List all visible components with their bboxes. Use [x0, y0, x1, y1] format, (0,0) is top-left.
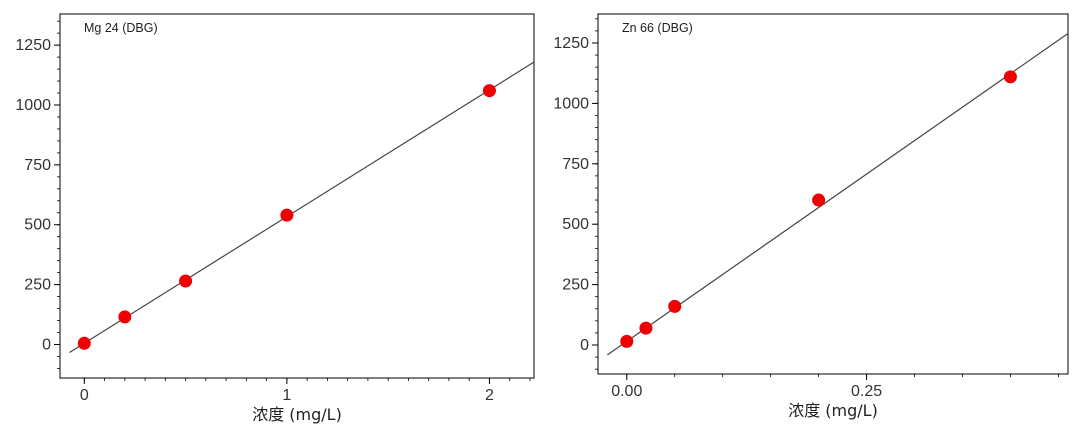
mg24-chart-panel: Mg 24 (DBG) 0 250 500 750 1000 1250 0 1 2 浓度 (mg/L…	[15, 13, 535, 424]
fit-line	[607, 33, 1069, 356]
x-axis-label: 浓度 (mg/L)	[788, 401, 878, 420]
data-point	[179, 274, 193, 288]
y-tick-label: 1000	[15, 97, 51, 114]
plot-frame	[59, 13, 535, 379]
y-tick-label: 250	[562, 277, 589, 294]
y-tick-label: 0	[580, 337, 589, 354]
x-tick-label: 0.25	[851, 383, 882, 400]
chart-title: Zn 66 (DBG)	[622, 21, 693, 35]
y-tick-label: 750	[24, 157, 51, 174]
data-point	[482, 84, 496, 98]
y-tick-label: 250	[24, 277, 51, 294]
x-tick-label: 2	[485, 387, 494, 404]
x-tick-label: 0.00	[611, 383, 642, 400]
x-tick-label: 0	[80, 387, 89, 404]
x-axis-label: 浓度 (mg/L)	[252, 405, 342, 424]
y-tick-label: 500	[24, 217, 51, 234]
data-point	[280, 208, 294, 222]
zn66-chart-panel: Zn 66 (DBG) 0 250 500 750 1000 1250 0.00 0.25浓度 …	[553, 13, 1069, 420]
y-tick-label: 750	[562, 156, 589, 173]
data-point	[1003, 70, 1017, 84]
data-point	[639, 321, 653, 335]
chart-title: Mg 24 (DBG)	[84, 21, 158, 35]
y-tick-label: 0	[42, 336, 51, 353]
y-tick-label: 1000	[553, 95, 589, 112]
data-point	[812, 193, 826, 207]
data-point	[620, 334, 634, 348]
data-point	[668, 299, 682, 313]
y-tick-label: 1250	[15, 37, 51, 54]
fit-line	[69, 61, 535, 354]
y-tick-label: 1250	[553, 35, 589, 52]
plot-frame	[597, 13, 1069, 375]
data-point	[118, 310, 132, 324]
y-tick-label: 500	[562, 216, 589, 233]
data-point	[77, 336, 91, 350]
x-tick-label: 1	[282, 387, 291, 404]
